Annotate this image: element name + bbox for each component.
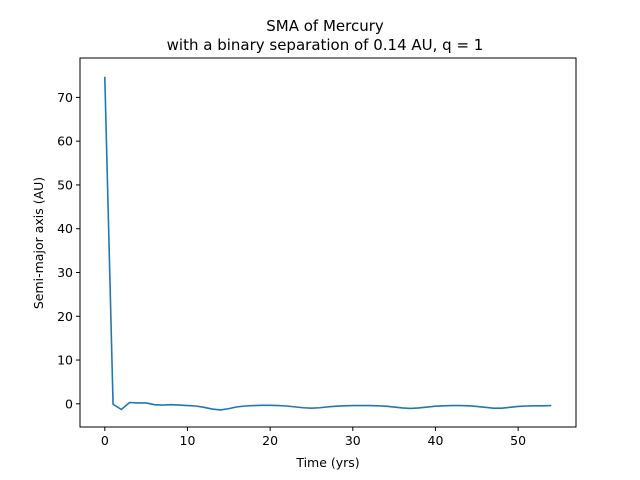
- x-tick-label: 20: [262, 433, 278, 448]
- y-tick-label: 30: [57, 265, 73, 280]
- y-tick-label: 0: [65, 396, 73, 411]
- y-tick-label: 20: [57, 309, 73, 324]
- y-tick-label: 10: [57, 353, 73, 368]
- x-tick-label: 30: [345, 433, 361, 448]
- x-tick-label: 40: [428, 433, 444, 448]
- chart-title: SMA of Mercury: [266, 17, 384, 35]
- series-layer: [104, 76, 552, 411]
- x-tick-label: 0: [101, 433, 109, 448]
- y-tick-label: 70: [57, 90, 73, 105]
- chart-subtitle: with a binary separation of 0.14 AU, q =…: [167, 36, 484, 54]
- plot-frame: [79, 57, 577, 428]
- axis-ticks: 0 10 20 30 40 50 0 10 20 30 40 50 60 70: [57, 90, 526, 448]
- sma-series-line: [104, 76, 552, 411]
- x-axis-label: Time (yrs): [295, 455, 359, 470]
- y-tick-label: 60: [57, 134, 73, 149]
- y-tick-label: 40: [57, 221, 73, 236]
- y-tick-label: 50: [57, 177, 73, 192]
- x-tick-label: 10: [180, 433, 196, 448]
- y-axis-label: Semi-major axis (AU): [31, 177, 46, 309]
- x-tick-label: 50: [510, 433, 526, 448]
